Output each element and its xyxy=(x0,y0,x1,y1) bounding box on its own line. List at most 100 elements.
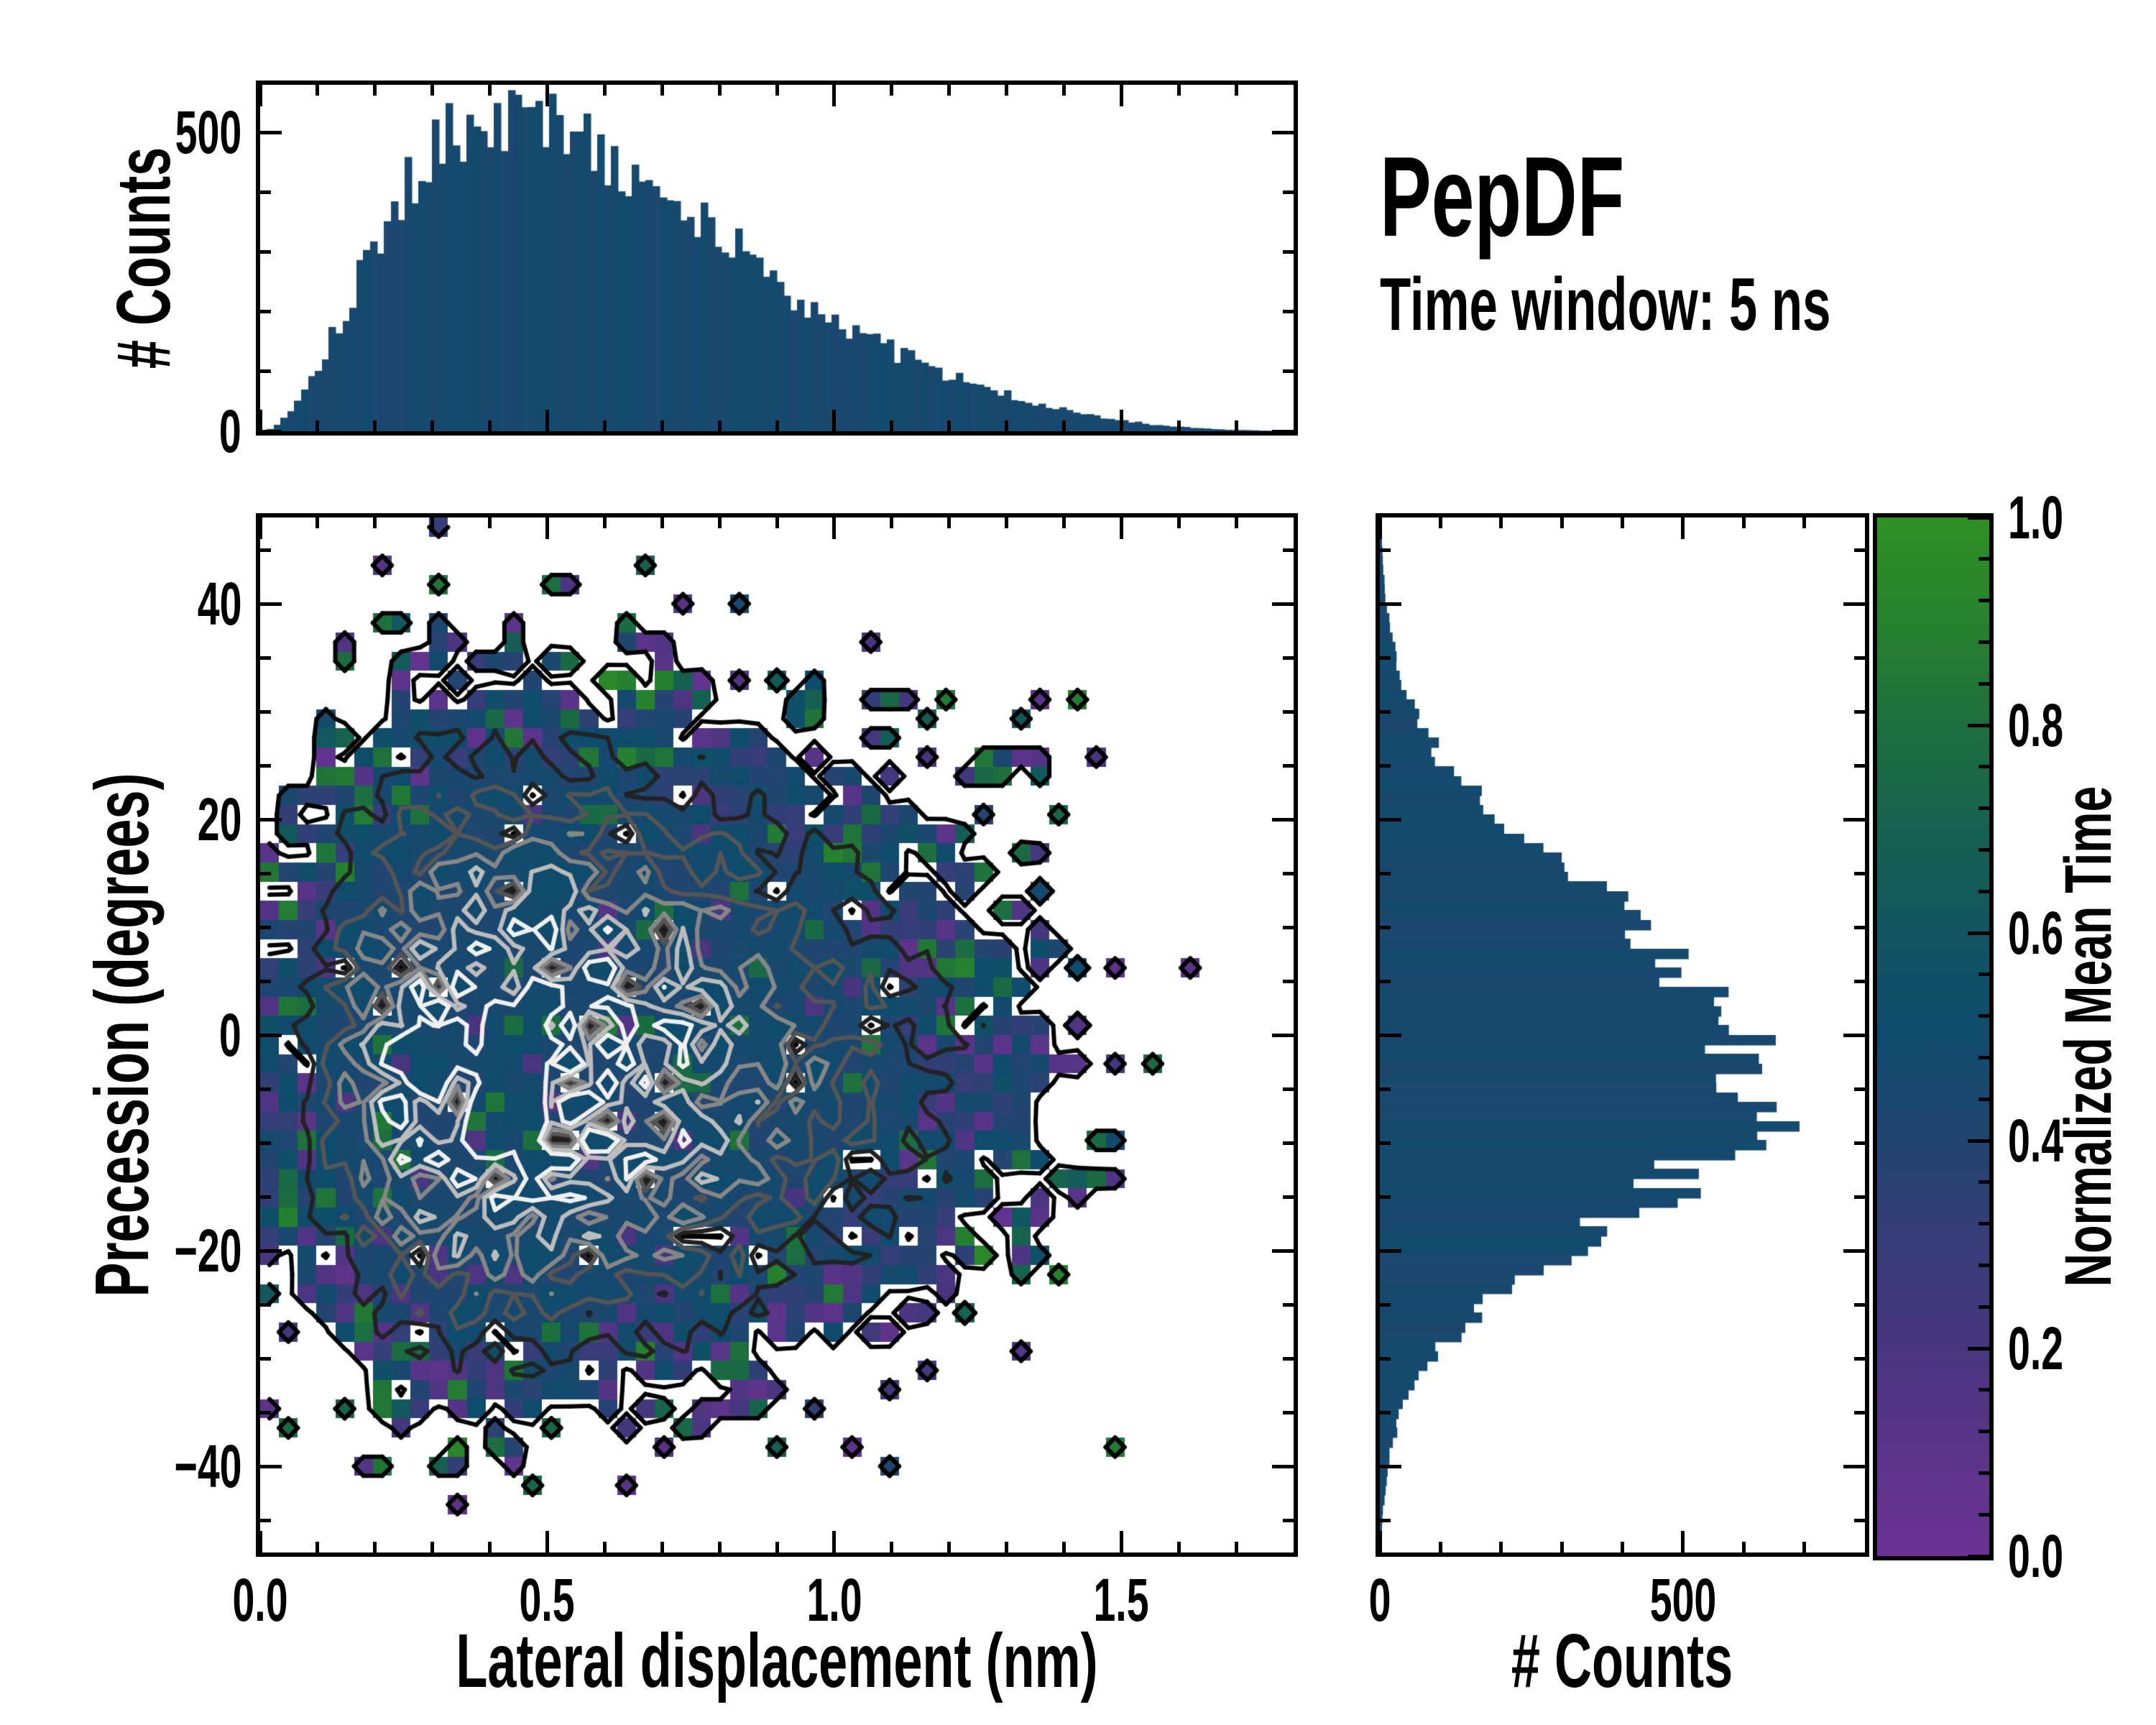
minor-tick xyxy=(260,1141,271,1145)
minor-tick xyxy=(1499,1542,1503,1552)
minor-tick xyxy=(602,518,607,528)
major-tick xyxy=(1843,817,1865,822)
minor-tick xyxy=(260,925,271,929)
minor-tick xyxy=(1854,1410,1865,1414)
minor-tick xyxy=(430,420,435,431)
minor-tick xyxy=(1854,979,1865,983)
minor-tick xyxy=(1283,763,1294,768)
top-histogram-canvas xyxy=(260,85,1294,431)
top-histogram-ylabel: # Counts xyxy=(101,147,186,369)
minor-tick xyxy=(1283,1410,1294,1414)
minor-tick xyxy=(1283,1141,1294,1145)
minor-tick xyxy=(1978,806,1989,811)
minor-tick xyxy=(1283,1195,1294,1199)
minor-tick xyxy=(660,1542,664,1552)
minor-tick xyxy=(1283,548,1294,552)
minor-tick xyxy=(1741,518,1746,528)
colorbar-tick-label: 1.0 xyxy=(2008,484,2064,551)
colorbar-tick-label: 0.8 xyxy=(2008,691,2064,759)
joint-heatmap-axes xyxy=(256,513,1298,1557)
minor-tick xyxy=(775,518,779,528)
minor-tick xyxy=(373,518,377,528)
main-x-tick-label: 1.0 xyxy=(806,1566,862,1634)
minor-tick xyxy=(1978,1471,1989,1475)
minor-tick xyxy=(947,85,952,96)
joint-heatmap-canvas xyxy=(260,518,1294,1552)
major-tick xyxy=(260,817,282,822)
main-x-tick-label: 0.5 xyxy=(519,1566,575,1634)
minor-tick xyxy=(1176,85,1181,96)
minor-tick xyxy=(717,518,722,528)
colorbar-label: Normalized Mean Time xyxy=(2052,786,2125,1287)
minor-tick xyxy=(1283,310,1294,314)
minor-tick xyxy=(260,548,271,552)
minor-tick xyxy=(1380,763,1391,768)
major-tick xyxy=(1380,1464,1401,1468)
minor-tick xyxy=(1854,1518,1865,1522)
minor-tick xyxy=(1854,925,1865,929)
minor-tick xyxy=(1234,1542,1238,1552)
minor-tick xyxy=(1283,709,1294,714)
colorbar-tick-label: 0.4 xyxy=(2008,1107,2064,1174)
minor-tick xyxy=(775,420,779,431)
major-tick xyxy=(1378,518,1382,539)
minor-tick xyxy=(1802,518,1807,528)
major-tick xyxy=(1119,518,1123,539)
minor-tick xyxy=(315,518,320,528)
minor-tick xyxy=(1854,763,1865,768)
minor-tick xyxy=(717,1542,722,1552)
top-histogram-y-tick-label: 500 xyxy=(175,98,241,167)
minor-tick xyxy=(660,420,664,431)
main-y-tick-label: 20 xyxy=(197,786,241,853)
minor-tick xyxy=(1438,518,1442,528)
minor-tick xyxy=(890,1542,894,1552)
minor-tick xyxy=(260,310,271,314)
minor-tick xyxy=(260,369,271,374)
minor-tick xyxy=(890,518,894,528)
minor-tick xyxy=(260,1302,271,1307)
major-tick xyxy=(260,130,282,134)
major-tick xyxy=(1272,1248,1294,1253)
minor-tick xyxy=(260,1195,271,1199)
minor-tick xyxy=(260,190,271,195)
minor-tick xyxy=(260,1518,271,1522)
minor-tick xyxy=(1005,85,1009,96)
minor-tick xyxy=(1560,518,1564,528)
major-tick xyxy=(1843,1464,1865,1468)
minor-tick xyxy=(430,518,435,528)
minor-tick xyxy=(947,420,952,431)
minor-tick xyxy=(1234,420,1238,431)
minor-tick xyxy=(488,420,492,431)
minor-tick xyxy=(1380,925,1391,929)
minor-tick xyxy=(717,85,722,96)
minor-tick xyxy=(1176,420,1181,431)
major-tick xyxy=(258,85,262,106)
major-tick xyxy=(1272,1464,1294,1468)
minor-tick xyxy=(1978,1305,1989,1309)
major-tick xyxy=(1681,1531,1685,1552)
minor-tick xyxy=(1005,1542,1009,1552)
main-x-tick-label: 1.5 xyxy=(1093,1566,1149,1634)
minor-tick xyxy=(1380,1195,1391,1199)
minor-tick xyxy=(1802,1542,1807,1552)
minor-tick xyxy=(260,709,271,714)
minor-tick xyxy=(1621,518,1624,528)
minor-tick xyxy=(1005,420,1009,431)
minor-tick xyxy=(1854,871,1865,875)
minor-tick xyxy=(315,420,320,431)
minor-tick xyxy=(1380,1141,1391,1145)
right-histogram-x-tick-label: 500 xyxy=(1649,1566,1717,1634)
minor-tick xyxy=(947,1542,952,1552)
minor-tick xyxy=(1854,656,1865,660)
minor-tick xyxy=(1854,548,1865,552)
major-tick xyxy=(260,1248,282,1253)
major-tick xyxy=(1681,518,1685,539)
minor-tick xyxy=(775,85,779,96)
major-tick xyxy=(832,1531,837,1552)
minor-tick xyxy=(947,518,952,528)
minor-tick xyxy=(1854,1141,1865,1145)
major-tick xyxy=(545,1531,549,1552)
minor-tick xyxy=(260,250,271,254)
minor-tick xyxy=(1854,1087,1865,1091)
major-tick xyxy=(1968,1554,1989,1558)
